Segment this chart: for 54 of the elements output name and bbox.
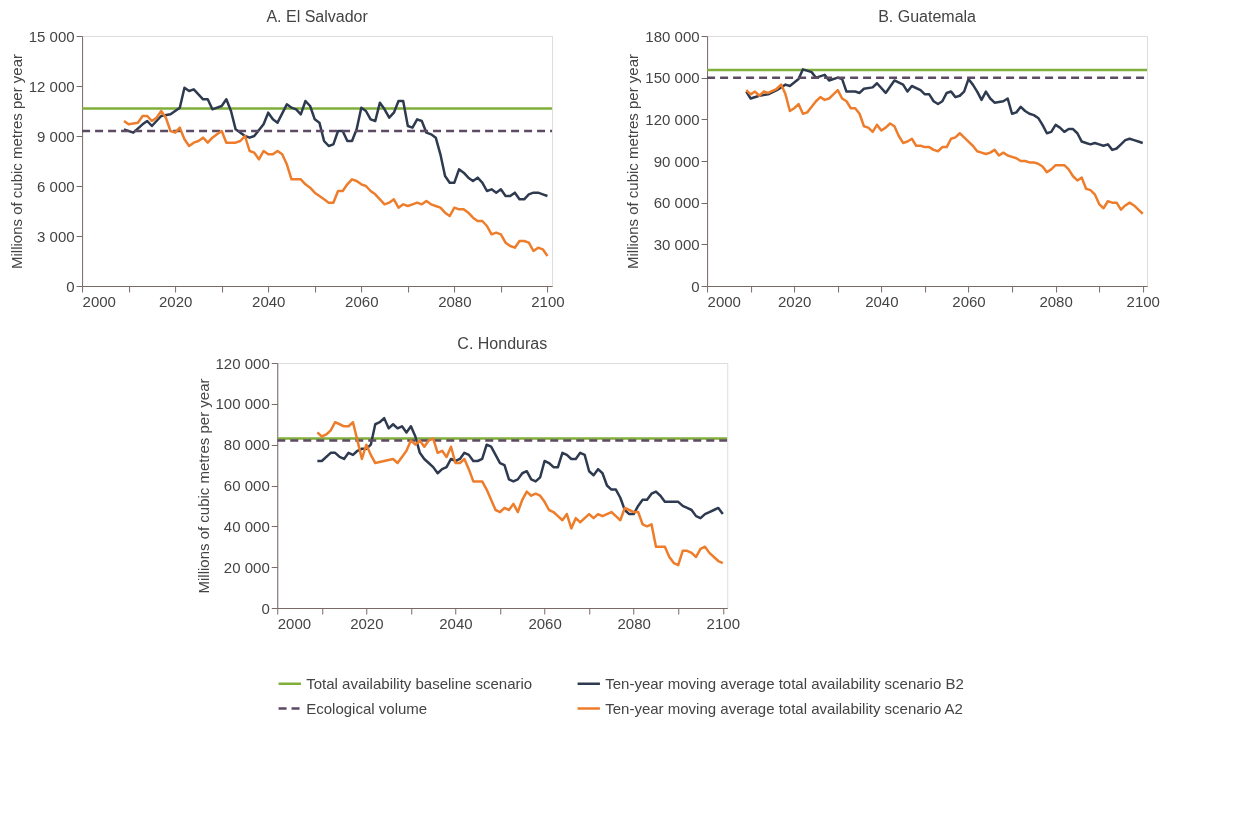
- x-tick-label: 2040: [252, 292, 286, 310]
- x-tick-label: 2020: [778, 292, 812, 310]
- y-tick-label: 150 000: [645, 69, 700, 87]
- y-tick-label: 0: [66, 277, 75, 295]
- y-tick-label: 9 000: [37, 127, 75, 145]
- x-tick-label: 2000: [277, 614, 312, 632]
- legend-label: Ten-year moving average total availability scenario B2: [605, 674, 964, 692]
- y-tick-label: 60 000: [223, 477, 270, 494]
- y-tick-label: 90 000: [653, 152, 700, 170]
- y-axis-title: Millions of cubic metres per year: [194, 378, 212, 594]
- x-tick-label: 2040: [865, 292, 899, 310]
- x-tick-label: 2040: [439, 614, 473, 632]
- y-tick-label: 180 000: [645, 27, 700, 45]
- x-tick-label: 2080: [617, 614, 651, 632]
- x-tick-label: 2100: [706, 614, 740, 632]
- y-tick-label: 60 000: [653, 194, 700, 212]
- y-tick-label: 40 000: [223, 517, 270, 535]
- x-tick-label: 2020: [158, 292, 193, 310]
- line-series: [316, 416, 725, 520]
- y-axis-title: Millions of cubic metres per year: [624, 53, 642, 270]
- y-tick-label: 0: [691, 277, 700, 295]
- y-tick-label: 100 000: [215, 395, 270, 413]
- line-series: [122, 86, 549, 201]
- chart-title: C. Honduras: [457, 335, 548, 352]
- x-tick-label: 2100: [1126, 292, 1160, 310]
- x-tick-label: 2020: [350, 614, 384, 632]
- y-axis-title: Millions of cubic metres per year: [7, 53, 25, 270]
- y-tick-label: 120 000: [645, 110, 700, 128]
- x-tick-label: 2000: [82, 292, 116, 310]
- x-tick-label: 2060: [952, 292, 986, 310]
- y-tick-label: 120 000: [215, 354, 270, 372]
- y-tick-label: 3 000: [37, 227, 75, 245]
- line-series: [745, 68, 1144, 152]
- y-tick-label: 30 000: [653, 235, 700, 253]
- y-tick-label: 0: [261, 599, 270, 617]
- x-tick-label: 2000: [707, 292, 741, 310]
- legend-label: Ecological volume: [306, 699, 428, 717]
- y-tick-label: 20 000: [223, 558, 270, 576]
- y-tick-label: 12 000: [28, 77, 75, 95]
- y-tick-label: 15 000: [28, 27, 75, 45]
- x-tick-label: 2080: [1039, 292, 1073, 310]
- y-tick-label: 6 000: [37, 177, 75, 195]
- chart-title: A. El Salvador: [266, 8, 369, 25]
- x-tick-label: 2060: [528, 614, 562, 632]
- x-tick-label: 2100: [531, 292, 565, 310]
- x-tick-label: 2080: [438, 292, 472, 310]
- legend-label: Ten-year moving average total availability scenario A2: [605, 699, 963, 717]
- line-series: [122, 109, 549, 258]
- x-tick-label: 2060: [345, 292, 379, 310]
- line-series: [316, 420, 725, 567]
- line-series: [745, 83, 1144, 216]
- y-tick-label: 80 000: [223, 436, 270, 454]
- legend-label: Total availability baseline scenario: [306, 674, 533, 692]
- chart-title: B. Guatemala: [878, 8, 977, 25]
